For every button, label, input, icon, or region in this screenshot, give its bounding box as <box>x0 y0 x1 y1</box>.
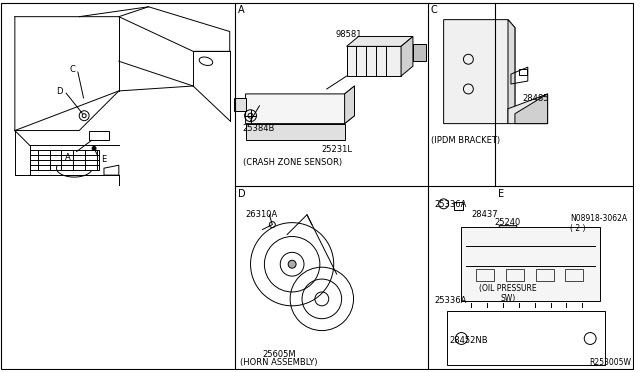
Bar <box>565 269 583 281</box>
Text: 28485: 28485 <box>523 94 549 103</box>
Text: 25336A: 25336A <box>435 200 467 209</box>
Text: 25384B: 25384B <box>243 124 275 132</box>
Polygon shape <box>246 86 355 124</box>
Text: 26310A: 26310A <box>246 210 278 219</box>
Text: 28437: 28437 <box>471 210 498 219</box>
Bar <box>461 227 600 301</box>
Text: 28452NB: 28452NB <box>449 336 488 344</box>
Text: (OIL PRESSURE
SW): (OIL PRESSURE SW) <box>479 284 537 304</box>
Bar <box>89 131 109 141</box>
Polygon shape <box>401 36 413 76</box>
Polygon shape <box>347 36 413 46</box>
Text: N08918-3062A
( 2 ): N08918-3062A ( 2 ) <box>570 214 627 233</box>
Bar <box>506 269 524 281</box>
Bar <box>476 269 494 281</box>
Polygon shape <box>344 86 355 124</box>
Bar <box>536 269 554 281</box>
Polygon shape <box>508 94 548 124</box>
Polygon shape <box>496 235 520 263</box>
Text: 25336A: 25336A <box>435 296 467 305</box>
Polygon shape <box>500 263 516 277</box>
Text: C: C <box>431 5 438 15</box>
Text: (CRASH ZONE SENSOR): (CRASH ZONE SENSOR) <box>243 158 342 167</box>
Polygon shape <box>515 94 548 124</box>
Text: R253005W: R253005W <box>589 358 631 367</box>
Bar <box>454 202 463 210</box>
Polygon shape <box>246 124 344 141</box>
Text: (IPDM BRACKET): (IPDM BRACKET) <box>431 137 500 145</box>
Polygon shape <box>413 44 426 61</box>
Text: 98581: 98581 <box>335 29 362 39</box>
Text: 25605M: 25605M <box>262 350 296 359</box>
Polygon shape <box>347 46 401 76</box>
Text: 25231L: 25231L <box>322 145 353 154</box>
Text: C: C <box>69 65 76 74</box>
Text: D: D <box>237 189 245 199</box>
Text: E: E <box>498 189 504 199</box>
Text: A: A <box>65 153 70 162</box>
Circle shape <box>92 147 96 150</box>
Text: 25240: 25240 <box>495 218 521 227</box>
Text: D: D <box>56 87 63 96</box>
Circle shape <box>288 260 296 268</box>
Polygon shape <box>508 20 515 114</box>
Bar <box>447 311 605 365</box>
Text: A: A <box>237 5 244 15</box>
Polygon shape <box>499 225 517 235</box>
Bar <box>519 69 527 75</box>
Text: (HORN ASSEMBLY): (HORN ASSEMBLY) <box>241 358 318 367</box>
Polygon shape <box>234 98 246 111</box>
Polygon shape <box>444 20 515 124</box>
Text: E: E <box>101 155 106 164</box>
